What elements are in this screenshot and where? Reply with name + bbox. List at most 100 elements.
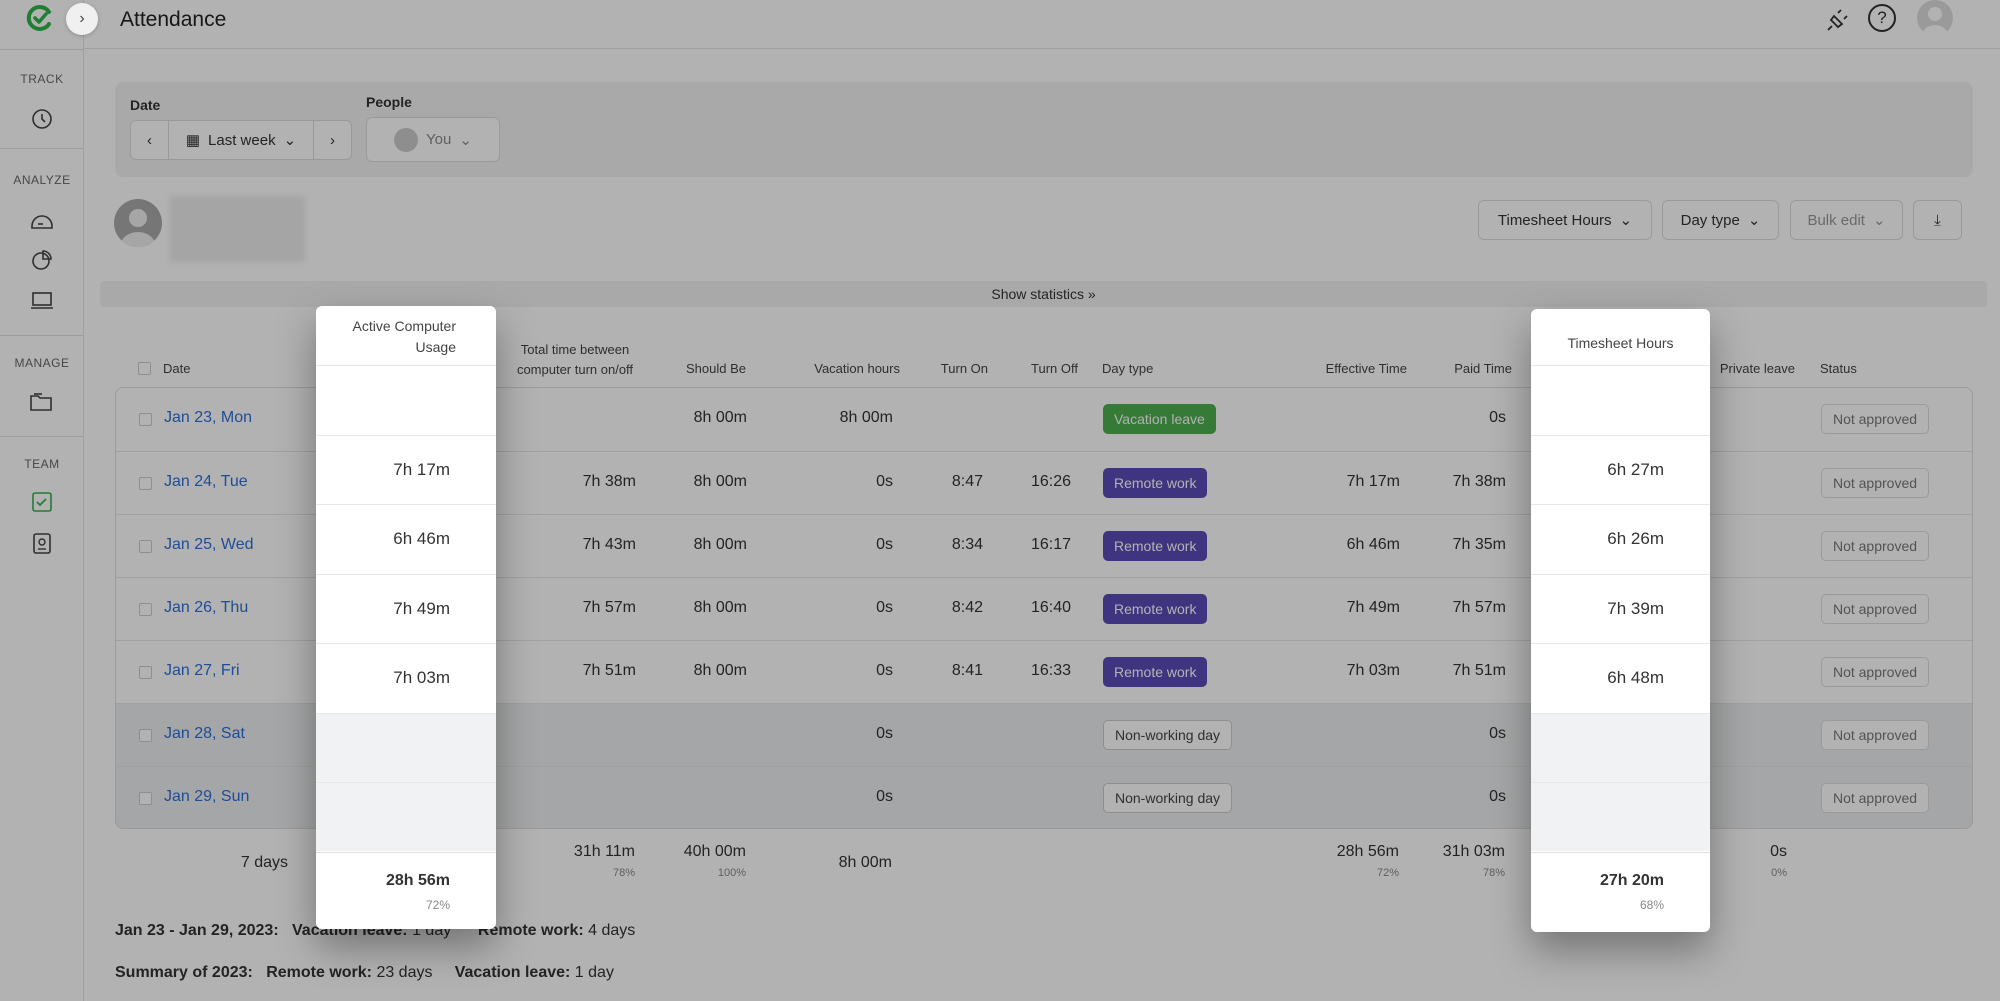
cell-should: 8h 00m (693, 536, 747, 553)
status-badge[interactable]: Not approved (1821, 783, 1929, 813)
row-checkbox[interactable] (139, 413, 152, 426)
day-type-label: Day type (1680, 211, 1740, 229)
summary-key: Vacation leave: (454, 964, 571, 981)
chevron-down-icon: ⌄ (1747, 212, 1761, 229)
timesheet-hours-label: Timesheet Hours (1497, 211, 1612, 229)
column-header-total-time[interactable]: Total time between computer turn on/off (516, 342, 634, 377)
private-leave-percent: 0% (1771, 867, 1787, 879)
employee-name-blurred (170, 196, 305, 262)
row-checkbox[interactable] (139, 666, 152, 679)
cell-on: 8:41 (951, 662, 983, 679)
chevron-down-icon: ⌄ (1619, 212, 1633, 229)
previous-period-button[interactable]: ‹ (130, 120, 169, 160)
summary-value: 23 days (376, 964, 433, 981)
highlight-cell: 6h 46m (316, 504, 496, 573)
laptop-icon[interactable] (27, 286, 57, 316)
attendance-check-icon[interactable] (27, 487, 57, 517)
top-header (84, 0, 2000, 49)
highlight-cell: 7h 39m (1531, 573, 1710, 643)
cell-effective: 7h 49m (1346, 599, 1400, 616)
employee-avatar (114, 199, 162, 247)
day-type-badge[interactable]: Non-working day (1103, 720, 1233, 750)
cell-paid: 7h 35m (1452, 536, 1506, 553)
column-header-turn-on[interactable]: Turn On (940, 361, 988, 376)
day-type-badge[interactable]: Vacation leave (1103, 404, 1216, 434)
row-date-link[interactable]: Jan 25, Wed (164, 536, 254, 553)
status-badge[interactable]: Not approved (1821, 468, 1929, 498)
show-statistics-label: Show statistics (991, 286, 1084, 302)
download-button[interactable]: ⤓ (1913, 200, 1962, 240)
chevron-down-icon: ⌄ (459, 131, 472, 149)
highlight-cell: 6h 48m (1531, 643, 1710, 712)
column-header-effective-time[interactable]: Effective Time (1325, 361, 1407, 376)
clock-icon[interactable] (27, 104, 57, 134)
user-avatar[interactable] (1917, 0, 1953, 36)
day-type-badge[interactable]: Remote work (1103, 468, 1208, 498)
date-range-dropdown[interactable]: ▦ Last week ⌄ (168, 120, 314, 160)
bulk-edit-dropdown[interactable]: Bulk edit ⌄ (1790, 200, 1903, 240)
cell-vacation: 0s (876, 599, 893, 616)
status-badge[interactable]: Not approved (1821, 657, 1929, 687)
expand-sidebar-button[interactable]: › (66, 3, 98, 35)
cell-paid: 0s (1489, 788, 1506, 805)
folder-icon[interactable] (27, 387, 57, 417)
highlight-cell (1531, 712, 1710, 782)
status-badge[interactable]: Not approved (1821, 720, 1929, 750)
row-checkbox[interactable] (139, 603, 152, 616)
column-header-date[interactable]: Date (163, 361, 191, 376)
row-date-link[interactable]: Jan 28, Sat (164, 725, 245, 742)
divider (316, 851, 496, 853)
column-header-paid-time[interactable]: Paid Time (1454, 361, 1512, 376)
show-statistics-toggle[interactable]: Show statistics » (100, 281, 1987, 307)
chevron-down-icon: ⌄ (1872, 212, 1886, 229)
row-date-link[interactable]: Jan 24, Tue (164, 473, 248, 490)
row-date-link[interactable]: Jan 23, Mon (164, 409, 253, 426)
active-computer-usage-header[interactable]: Active Computer Usage (352, 318, 456, 355)
row-checkbox[interactable] (139, 477, 152, 490)
day-type-badge[interactable]: Remote work (1103, 657, 1208, 687)
row-date-link[interactable]: Jan 29, Sun (164, 788, 250, 805)
dashboard-gauge-icon[interactable] (27, 204, 57, 234)
paid-time-sum: 31h 03m (1442, 843, 1505, 860)
cell-vacation: 0s (876, 788, 893, 805)
column-header-vacation-hours[interactable]: Vacation hours (814, 361, 900, 376)
row-checkbox[interactable] (139, 729, 152, 742)
summary-key: Remote work: (477, 922, 584, 939)
help-icon[interactable]: ? (1868, 4, 1896, 32)
row-checkbox[interactable] (139, 540, 152, 553)
page-title: Attendance (120, 8, 227, 31)
column-header-should-be[interactable]: Should Be (686, 361, 746, 376)
timesheet-hours-dropdown[interactable]: Timesheet Hours ⌄ (1478, 200, 1652, 240)
column-header-turn-off[interactable]: Turn Off (1031, 361, 1078, 376)
cell-on: 8:47 (951, 473, 983, 490)
people-label: People (366, 94, 412, 110)
clipboard-user-icon[interactable] (27, 528, 57, 558)
cell-paid: 7h 57m (1452, 599, 1506, 616)
section-analyze: ANALYZE (13, 173, 71, 187)
day-type-badge[interactable]: Remote work (1103, 594, 1208, 624)
cell-paid: 0s (1489, 409, 1506, 426)
cell-paid: 7h 51m (1452, 662, 1506, 679)
day-type-dropdown[interactable]: Day type ⌄ (1662, 200, 1779, 240)
plug-icon[interactable] (1823, 4, 1853, 34)
row-date-link[interactable]: Jan 27, Fri (164, 662, 240, 679)
status-badge[interactable]: Not approved (1821, 404, 1929, 434)
day-type-badge[interactable]: Non-working day (1103, 783, 1233, 813)
pie-chart-icon[interactable] (27, 245, 57, 275)
column-header-day-type[interactable]: Day type (1102, 361, 1154, 376)
row-checkbox[interactable] (139, 792, 152, 805)
status-badge[interactable]: Not approved (1821, 531, 1929, 561)
day-type-badge[interactable]: Remote work (1103, 531, 1208, 561)
next-period-button[interactable]: › (313, 120, 352, 160)
column-header-status[interactable]: Status (1820, 361, 1857, 376)
timesheet-hours-header[interactable]: Timesheet Hours (1567, 335, 1674, 351)
column-header-private-leave[interactable]: Private leave (1719, 361, 1795, 376)
people-dropdown[interactable]: You ⌄ (366, 117, 500, 162)
row-date-link[interactable]: Jan 26, Thu (164, 599, 249, 616)
status-badge[interactable]: Not approved (1821, 594, 1929, 624)
summary-key: Remote work: (266, 964, 372, 981)
date-range-value: Last week (208, 131, 276, 149)
select-all-checkbox[interactable] (138, 362, 151, 375)
cell-vacation: 8h 00m (839, 409, 893, 426)
section-team: TEAM (24, 457, 60, 471)
